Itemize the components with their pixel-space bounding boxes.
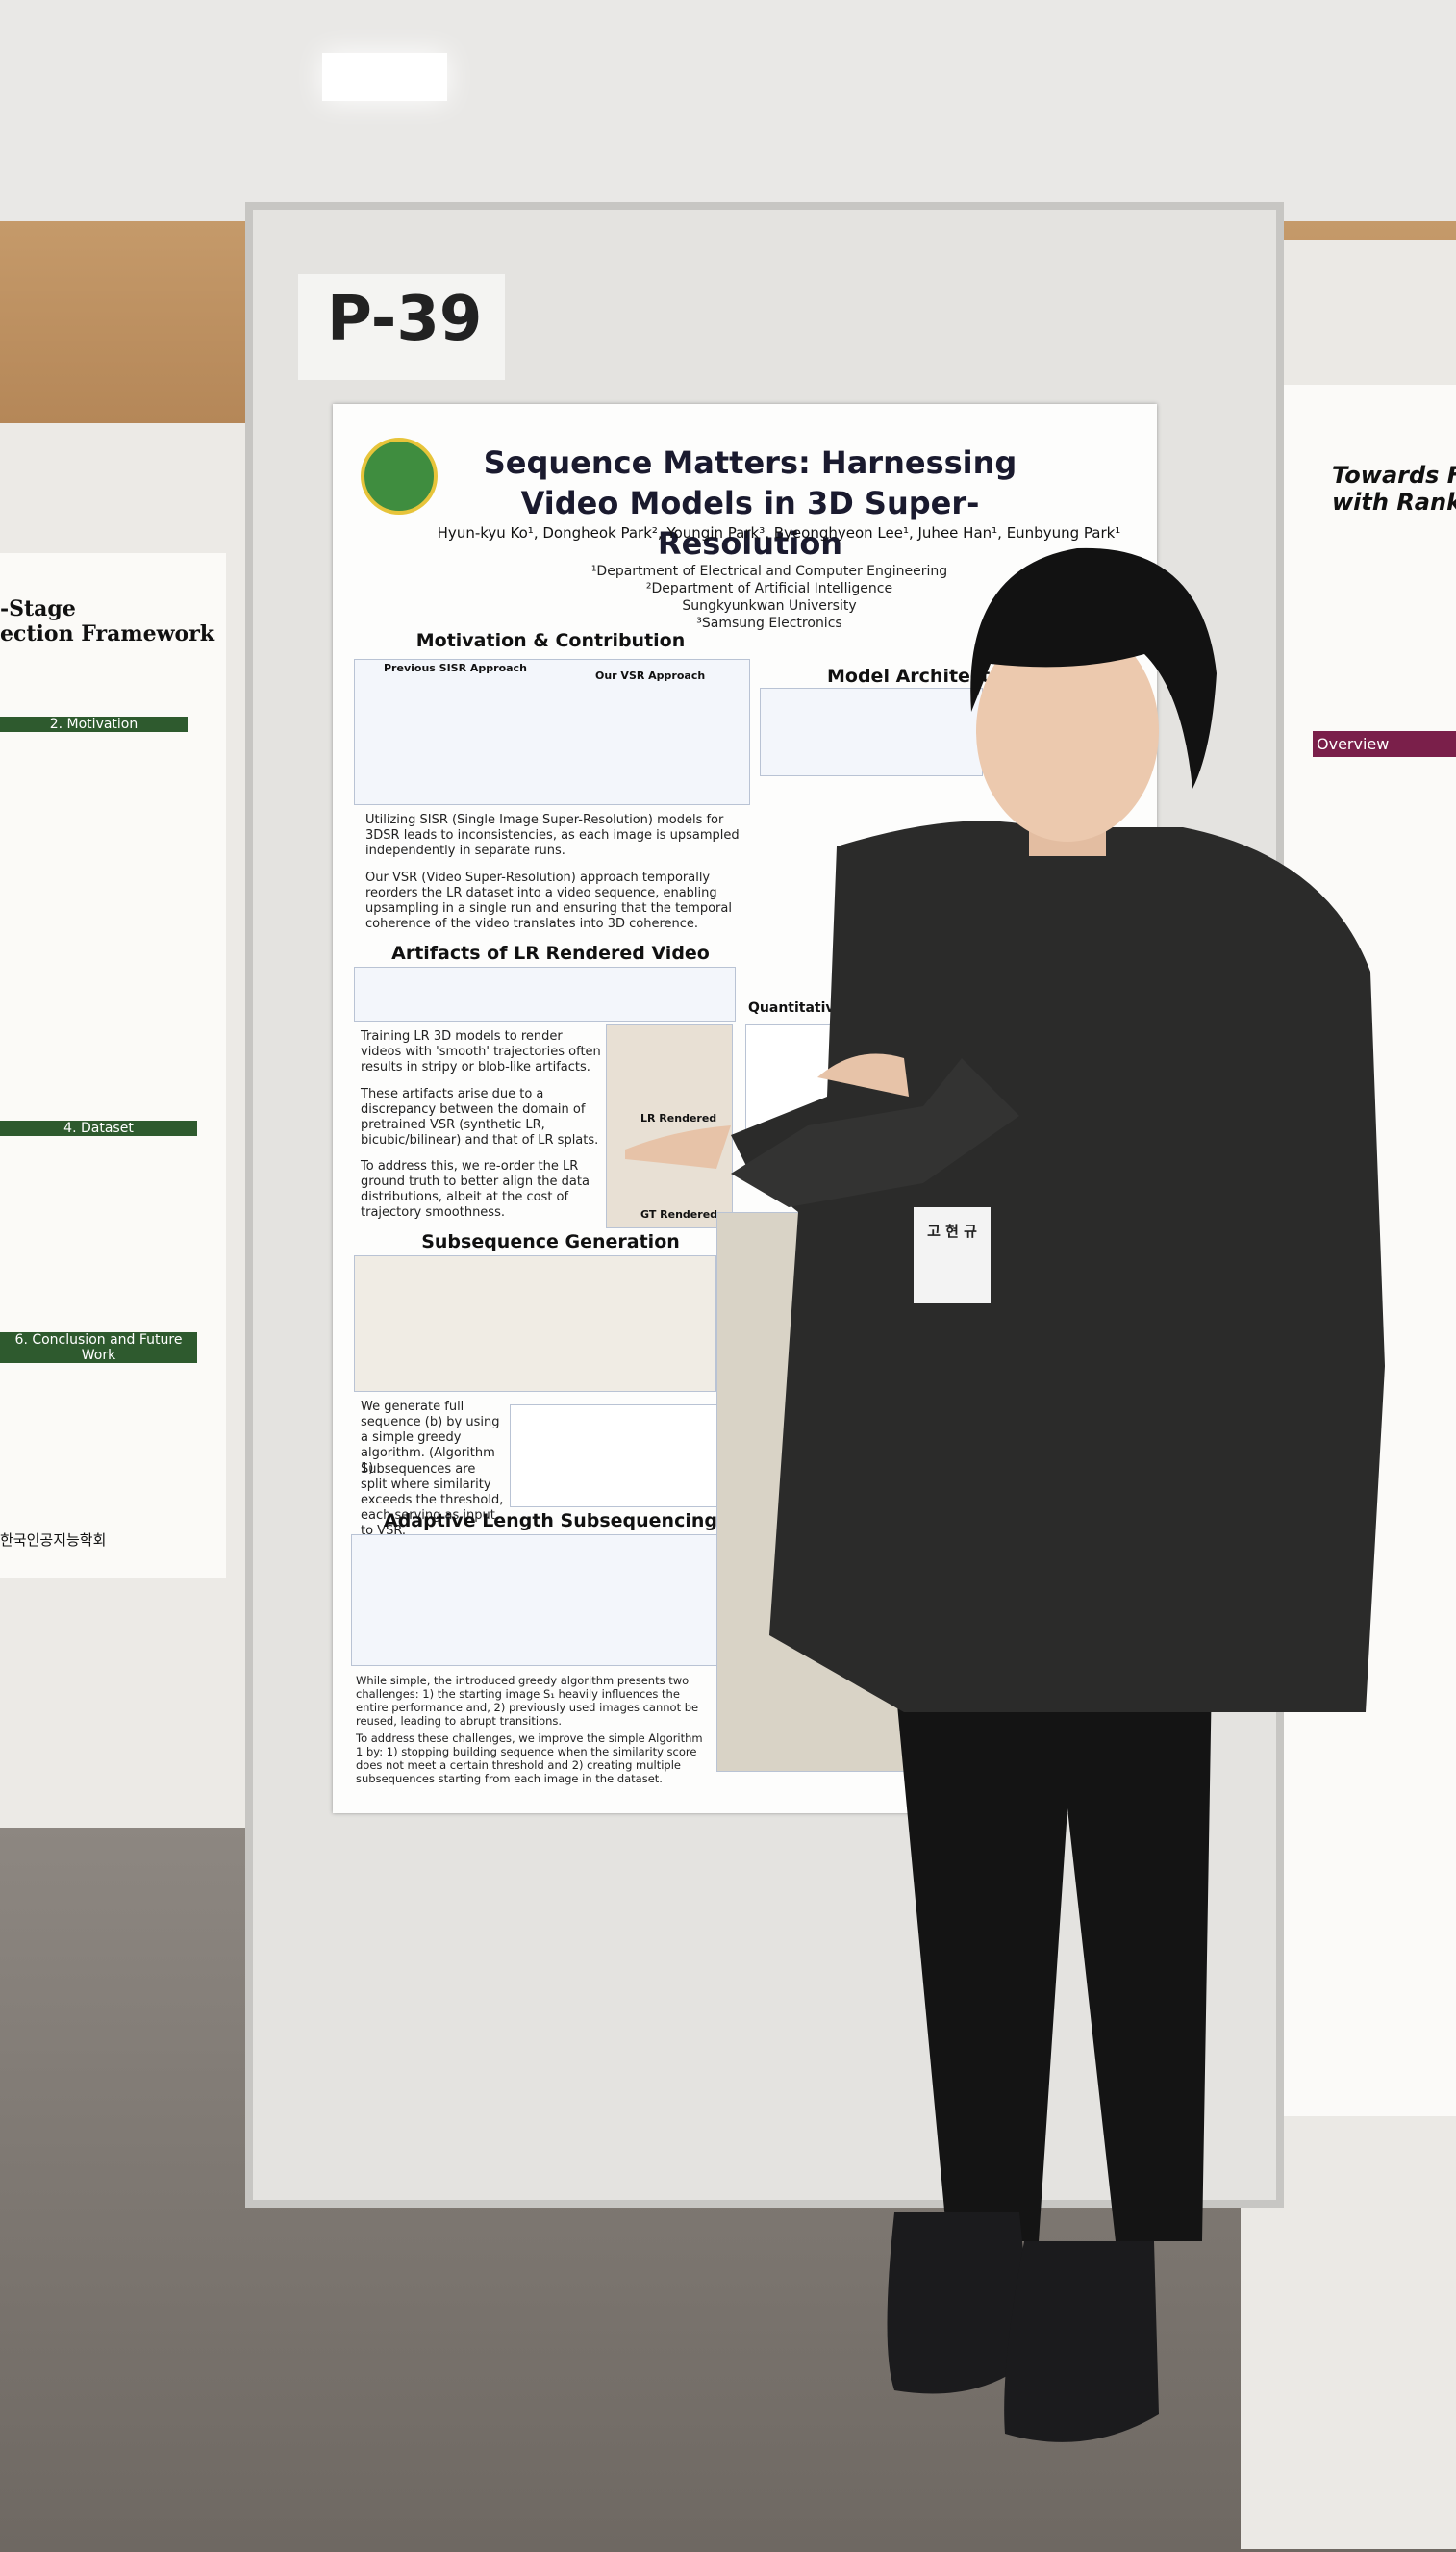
figure-label: GT Rendered (640, 1208, 718, 1221)
left-title: -Stage ection Framework (0, 596, 215, 646)
bullet: These artifacts arise due to a discrepan… (361, 1087, 599, 1148)
jacket-arm (731, 1058, 1019, 1207)
figure: LR Rendered GT Rendered (606, 1024, 733, 1228)
figure (354, 1255, 716, 1392)
bullet: While simple, the introduced greedy algo… (356, 1674, 699, 1728)
hand (625, 1125, 731, 1169)
bullet: We generate full sequence (b) by using a… (361, 1400, 500, 1476)
affiliations: ¹Department of Electrical and Computer E… (500, 563, 1039, 632)
figure (760, 688, 983, 776)
left-section: 6. Conclusion and Future Work (0, 1332, 197, 1363)
affiliation: ³Samsung Electronics (696, 616, 842, 631)
algorithm-box (510, 1404, 718, 1507)
poster-title: Sequence Matters: Harnessing Video Model… (483, 444, 1017, 562)
section-heading: Subsequence Generation (421, 1231, 680, 1252)
affiliation: ²Department of Artificial Intelligence (645, 581, 893, 596)
left-section: 4. Dataset (0, 1121, 197, 1136)
trousers (894, 1674, 1212, 2241)
bullet: Utilizing SISR (Single Image Super-Resol… (365, 813, 740, 858)
shoe (1004, 2241, 1159, 2442)
figure (351, 1534, 718, 1666)
figure-label: Our VSR Approach (595, 670, 706, 682)
left-poster: -Stage ection Framework 2. Motivation 4.… (0, 553, 226, 1578)
figure: Previous SISR Approach Our VSR Approach (354, 659, 750, 805)
section-heading: Motivation & Contribution (415, 630, 686, 651)
affiliation: ¹Department of Electrical and Computer E… (590, 564, 948, 579)
bullet: Subsequences are split where similarity … (361, 1462, 504, 1538)
right-title: Towards Fede with Rank Het (1332, 462, 1456, 516)
ceiling-light (322, 53, 447, 101)
hair (970, 547, 1217, 789)
bullet: Our VSR (Video Super-Resolution) approac… (365, 871, 732, 931)
figure-label: LR Rendered (640, 1112, 717, 1124)
shoe (887, 2212, 1034, 2394)
section-heading: Quantitative (748, 1000, 844, 1016)
badge-name: 고 현 규 (927, 1223, 977, 1240)
board-label-card (298, 274, 505, 380)
figure-label: Previous SISR Approach (384, 662, 527, 674)
bullet: To address these challenges, we improve … (356, 1731, 703, 1785)
board-label: P-39 (327, 284, 483, 355)
affiliation: Sungkyunkwan University (682, 598, 857, 614)
poster-authors: Hyun-kyu Ko¹, Dongheok Park², Youngin Pa… (437, 524, 1121, 542)
hand (817, 1053, 909, 1097)
left-section: 2. Motivation (0, 717, 188, 732)
university-logo (361, 438, 438, 515)
face (976, 620, 1159, 842)
bullet: To address this, we re-order the LR grou… (361, 1159, 590, 1220)
jacket (731, 821, 1385, 1712)
figure (354, 967, 736, 1022)
section-heading: Artifacts of LR Rendered Video (391, 943, 710, 964)
name-badge (914, 1207, 991, 1303)
left-society: 한국인공지능학회 (0, 1531, 107, 1549)
bullet: Training LR 3D models to render videos w… (361, 1029, 601, 1074)
section-heading: Adaptive Length Subsequencing (383, 1510, 717, 1531)
right-section: Overview (1313, 731, 1456, 757)
